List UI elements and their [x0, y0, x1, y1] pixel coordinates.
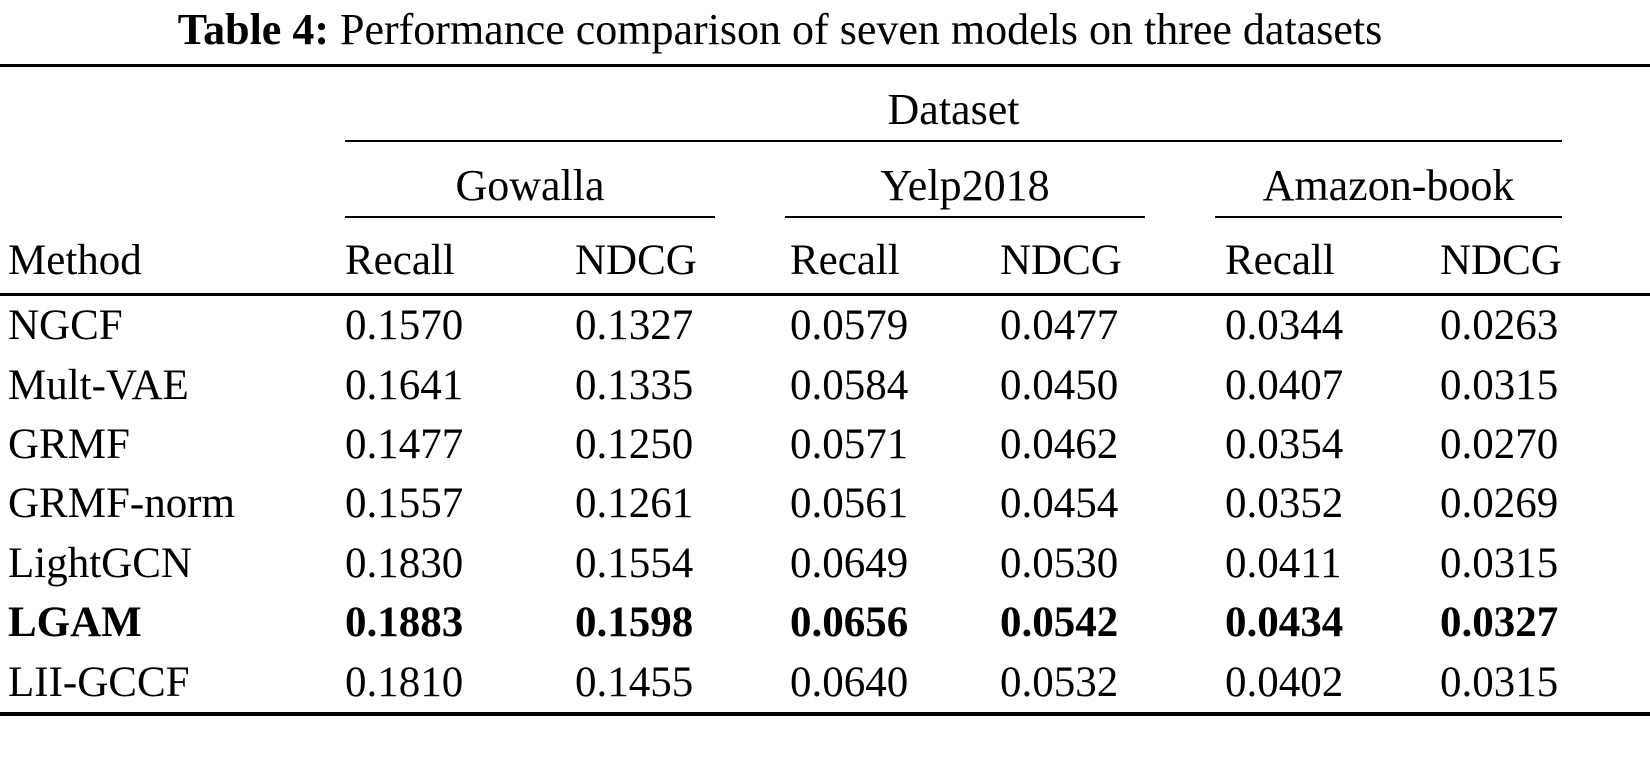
- value-cell: 0.0584: [790, 361, 909, 409]
- value-cell: 0.1455: [575, 658, 694, 706]
- rule-under-amazon-book: [1215, 216, 1562, 218]
- value-cell: 0.0532: [1000, 658, 1119, 706]
- value-cell: 0.0640: [790, 658, 909, 706]
- value-cell: 0.1557: [345, 480, 464, 528]
- value-cell: 0.0450: [1000, 361, 1119, 409]
- value-cell: 0.1598: [575, 599, 694, 647]
- value-cell: 0.0352: [1225, 480, 1344, 528]
- value-cell: 0.0269: [1440, 480, 1559, 528]
- value-cell: 0.0656: [790, 599, 909, 647]
- table-row-lgam: LGAM 0.1883 0.1598 0.0656 0.0542 0.0434 …: [0, 593, 1650, 652]
- metric-header-recall-yelp2018: Recall: [790, 236, 900, 284]
- dataset-header-yelp2018: Yelp2018: [880, 161, 1050, 210]
- table-body: NGCF 0.1570 0.1327 0.0579 0.0477 0.0344 …: [0, 296, 1650, 712]
- method-cell: GRMF-norm: [8, 480, 235, 528]
- table-row-lii-gccf: LII-GCCF 0.1810 0.1455 0.0640 0.0532 0.0…: [0, 653, 1650, 712]
- method-cell: GRMF: [8, 421, 130, 469]
- rule-bottom: [0, 712, 1650, 716]
- value-cell: 0.0561: [790, 480, 909, 528]
- method-cell: LII-GCCF: [8, 658, 190, 706]
- table-caption-label: Table 4:: [177, 5, 329, 54]
- value-cell: 0.1250: [575, 421, 694, 469]
- value-cell: 0.0315: [1440, 361, 1559, 409]
- value-cell: 0.0462: [1000, 421, 1119, 469]
- method-cell: LGAM: [8, 599, 142, 647]
- method-cell: NGCF: [8, 302, 123, 350]
- value-cell: 0.1477: [345, 421, 464, 469]
- table-row-grmf-norm: GRMF-norm 0.1557 0.1261 0.0561 0.0454 0.…: [0, 474, 1650, 533]
- value-cell: 0.0411: [1225, 539, 1342, 587]
- value-cell: 0.0649: [790, 539, 909, 587]
- metric-header-recall-amazon-book: Recall: [1225, 236, 1335, 284]
- value-cell: 0.1335: [575, 361, 694, 409]
- dataset-header-gowalla: Gowalla: [455, 161, 605, 210]
- method-cell: Mult-VAE: [8, 361, 189, 409]
- value-cell: 0.0542: [1000, 599, 1119, 647]
- table-row-lightgcn: LightGCN 0.1830 0.1554 0.0649 0.0530 0.0…: [0, 534, 1650, 593]
- value-cell: 0.0434: [1225, 599, 1344, 647]
- group-header-dataset: Dataset: [887, 85, 1020, 134]
- table-row-mult-vae: Mult-VAE 0.1641 0.1335 0.0584 0.0450 0.0…: [0, 355, 1650, 414]
- table-row-grmf: GRMF 0.1477 0.1250 0.0571 0.0462 0.0354 …: [0, 415, 1650, 474]
- column-header-row: Method Recall NDCG Recall NDCG Recall ND…: [0, 230, 1650, 290]
- value-cell: 0.0571: [790, 421, 909, 469]
- method-column-header: Method: [8, 236, 142, 284]
- value-cell: 0.1327: [575, 302, 694, 350]
- dataset-header-amazon-book: Amazon-book: [1262, 161, 1515, 210]
- rule-top: [0, 64, 1650, 67]
- rule-header-bottom: [0, 293, 1650, 296]
- metric-header-recall-gowalla: Recall: [345, 236, 455, 284]
- metric-header-ndcg-yelp2018: NDCG: [1000, 236, 1122, 284]
- value-cell: 0.0354: [1225, 421, 1344, 469]
- value-cell: 0.0344: [1225, 302, 1344, 350]
- table-caption-text: Performance comparison of seven models o…: [339, 5, 1383, 54]
- rule-under-yelp2018: [785, 216, 1145, 218]
- value-cell: 0.1570: [345, 302, 464, 350]
- value-cell: 0.1883: [345, 599, 464, 647]
- table-row-ngcf: NGCF 0.1570 0.1327 0.0579 0.0477 0.0344 …: [0, 296, 1650, 355]
- value-cell: 0.0530: [1000, 539, 1119, 587]
- value-cell: 0.0402: [1225, 658, 1344, 706]
- value-cell: 0.0407: [1225, 361, 1344, 409]
- metric-header-ndcg-amazon-book: NDCG: [1440, 236, 1562, 284]
- value-cell: 0.1554: [575, 539, 694, 587]
- table-caption: Table 4: Performance comparison of seven…: [0, 4, 1560, 55]
- rule-under-dataset: [345, 140, 1562, 142]
- value-cell: 0.0263: [1440, 302, 1559, 350]
- value-cell: 0.1261: [575, 480, 694, 528]
- rule-under-gowalla: [345, 216, 715, 218]
- value-cell: 0.1810: [345, 658, 464, 706]
- value-cell: 0.0454: [1000, 480, 1119, 528]
- metric-header-ndcg-gowalla: NDCG: [575, 236, 697, 284]
- value-cell: 0.0477: [1000, 302, 1119, 350]
- value-cell: 0.0327: [1440, 599, 1559, 647]
- value-cell: 0.0579: [790, 302, 909, 350]
- value-cell: 0.0315: [1440, 658, 1559, 706]
- method-cell: LightGCN: [8, 539, 192, 587]
- value-cell: 0.1641: [345, 361, 464, 409]
- value-cell: 0.1830: [345, 539, 464, 587]
- value-cell: 0.0270: [1440, 421, 1559, 469]
- value-cell: 0.0315: [1440, 539, 1559, 587]
